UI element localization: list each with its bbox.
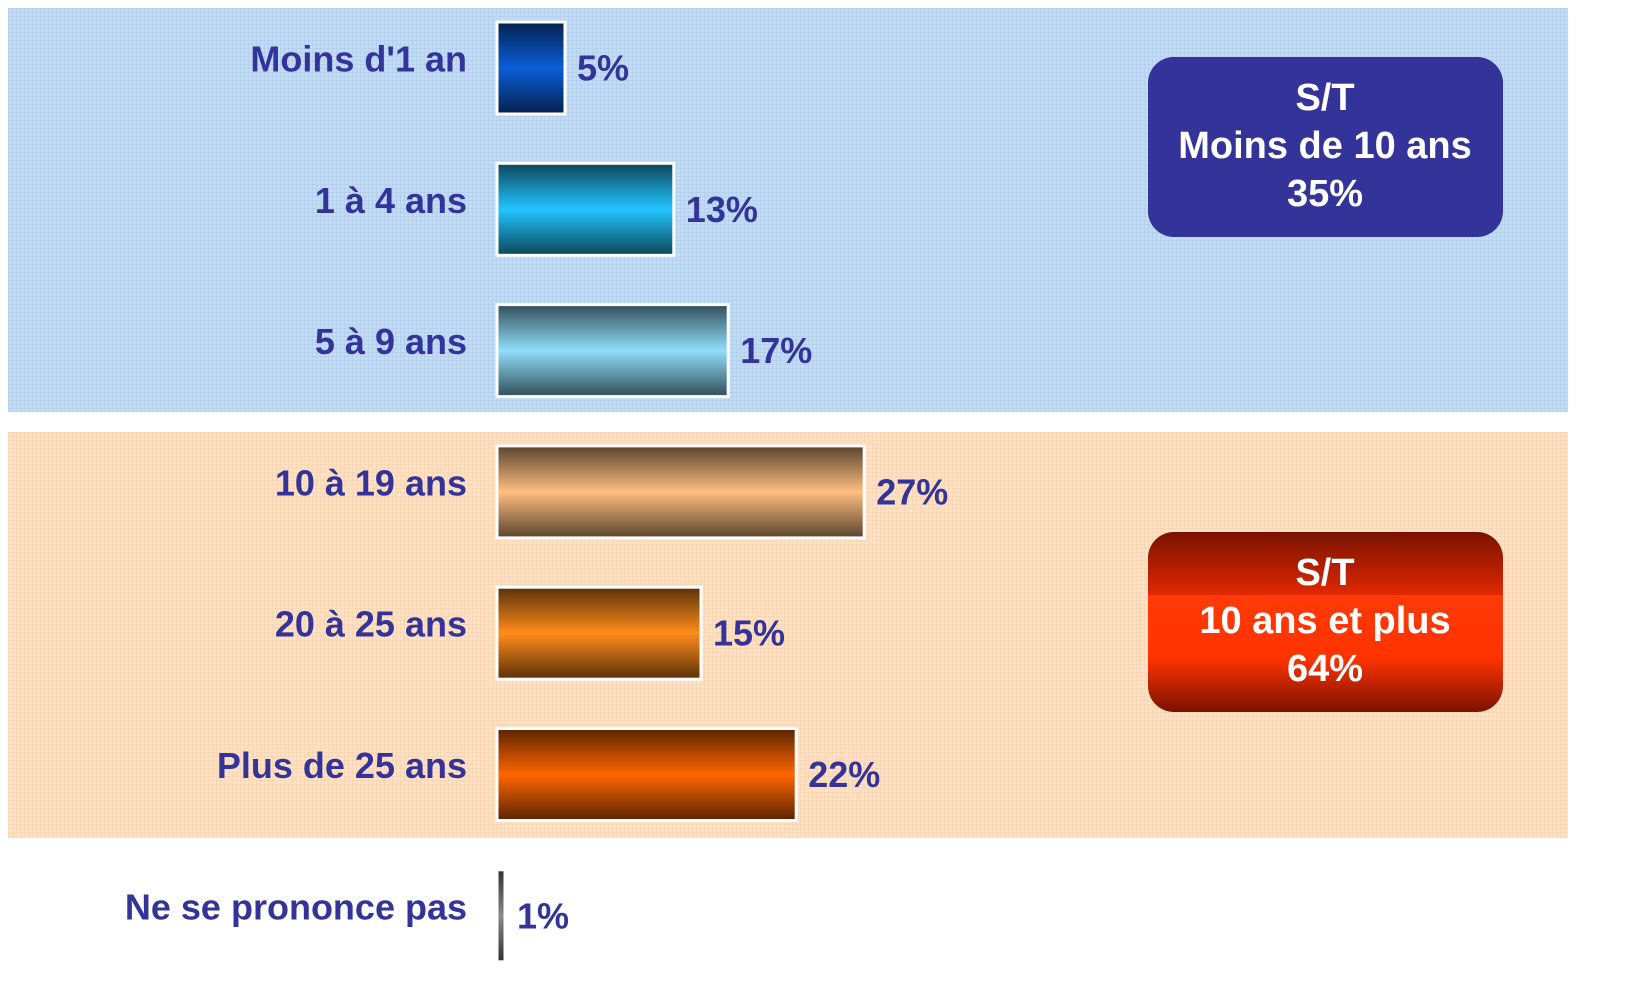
category-label: 1 à 4 ans [315,180,467,221]
summary-text: 35% [1287,173,1363,215]
bar [495,727,798,822]
summary-text: S/T [1295,77,1354,119]
category-label: Moins d'1 an [250,39,467,80]
bar [495,444,866,540]
value-label: 5% [577,48,629,89]
summary-box [1148,532,1503,712]
category-label: 10 à 19 ans [275,462,467,503]
category-label: Ne se prononce pas [125,886,467,927]
value-label: 13% [686,189,758,230]
summary-text: S/T [1295,552,1354,594]
value-label: 1% [517,895,569,936]
value-label: 22% [808,754,880,795]
value-label: 27% [876,471,948,512]
value-label: 17% [740,330,812,371]
category-label: Plus de 25 ans [217,745,467,786]
summary-text: 64% [1287,648,1363,690]
bar [495,303,730,399]
bar [495,161,676,257]
bar [495,868,507,964]
summary-box [1148,57,1503,237]
summary-text: Moins de 10 ans [1178,125,1472,167]
category-label: 5 à 9 ans [315,321,467,362]
bar [495,585,703,681]
bar [495,20,567,116]
summary-text: 10 ans et plus [1199,600,1450,642]
value-label: 15% [713,613,785,654]
category-label: 20 à 25 ans [275,604,467,645]
